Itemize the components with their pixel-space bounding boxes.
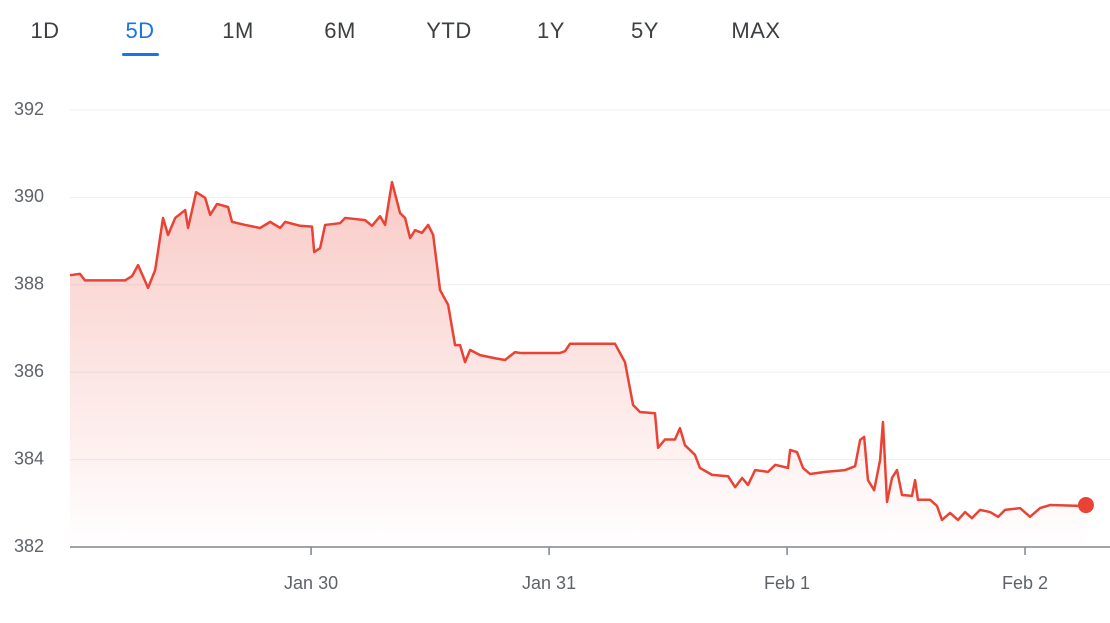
x-tick-label: Feb 2 xyxy=(1002,573,1048,593)
range-tab[interactable]: YTD xyxy=(426,18,472,43)
range-tab[interactable]: MAX xyxy=(731,18,781,43)
x-tick-label: Feb 1 xyxy=(764,573,810,593)
y-tick-label: 390 xyxy=(14,186,44,206)
range-tab[interactable]: 5D xyxy=(125,18,155,43)
y-tick-label: 388 xyxy=(14,274,44,294)
y-tick-label: 384 xyxy=(14,448,44,468)
line xyxy=(69,180,1087,522)
range-tab[interactable]: 1M xyxy=(222,18,254,43)
x-tick-label: Jan 30 xyxy=(284,573,338,593)
area xyxy=(70,182,1086,548)
range-tab[interactable]: 6M xyxy=(324,18,356,43)
x-tick-label: Jan 31 xyxy=(522,573,576,593)
range-tab[interactable]: 1Y xyxy=(537,18,565,43)
y-tick-label: 386 xyxy=(14,361,44,381)
range-tab[interactable]: 1D xyxy=(30,18,60,43)
range-tabs: 1D 5D 1M 6M YTD 1Y 5Y MAX xyxy=(0,0,1110,60)
range-tab[interactable]: 5Y xyxy=(631,18,659,43)
selected-underline xyxy=(121,53,159,56)
y-tick-label: 382 xyxy=(14,536,44,556)
y-tick-label: 392 xyxy=(14,99,44,119)
last-point xyxy=(1077,497,1094,514)
